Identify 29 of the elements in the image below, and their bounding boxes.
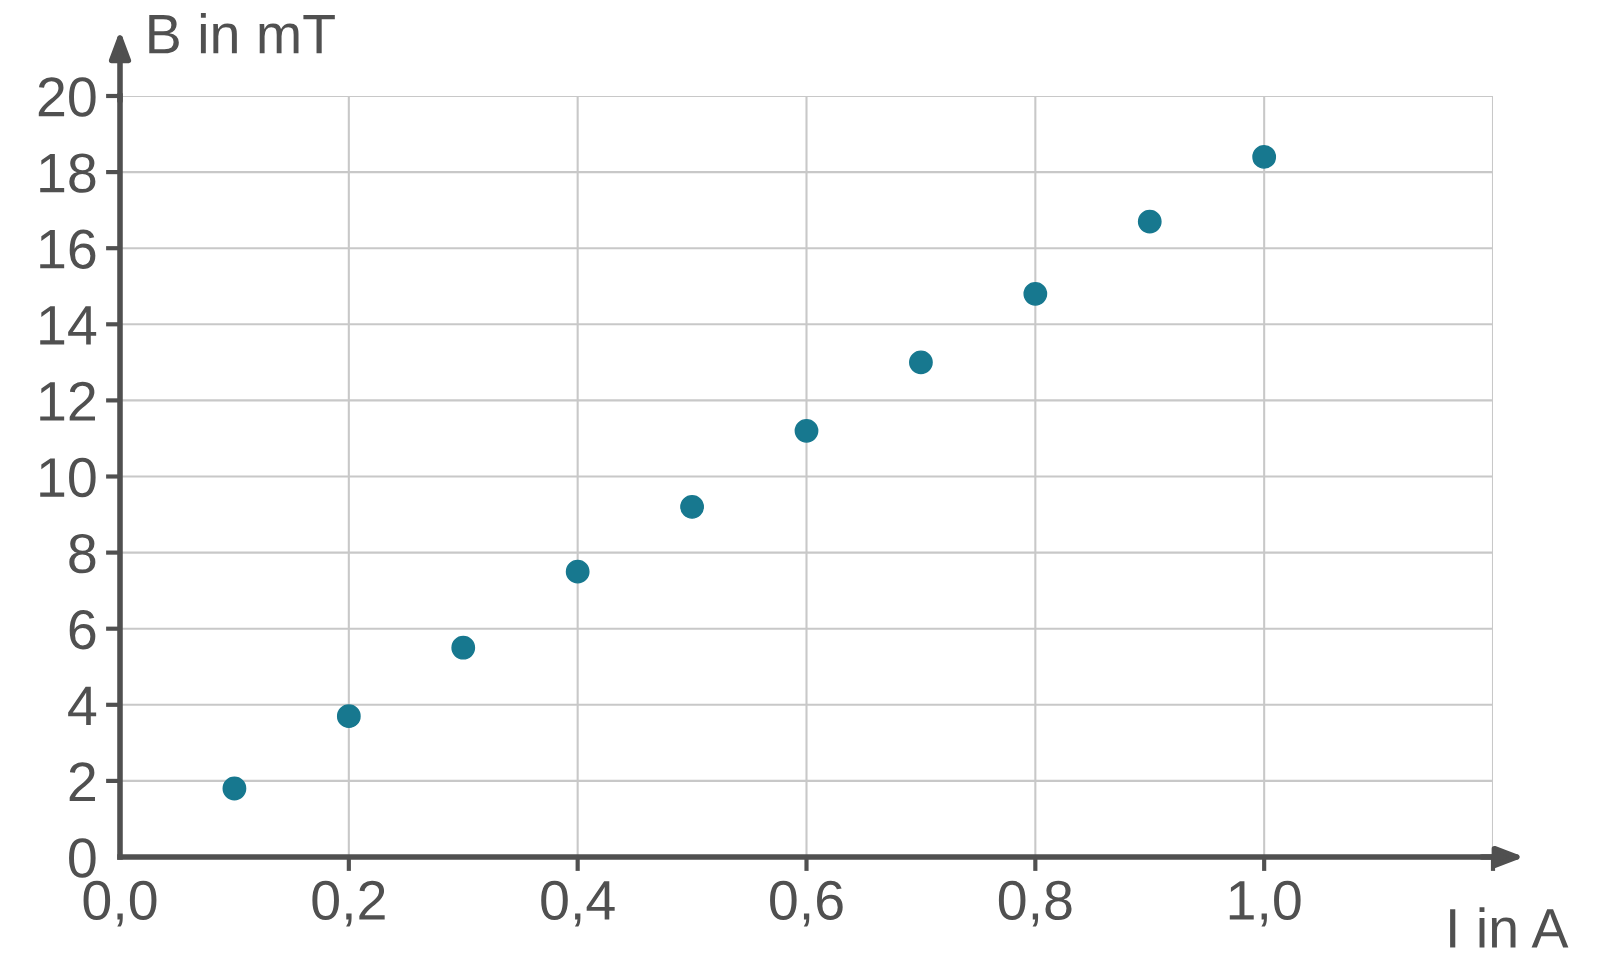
point bbox=[909, 350, 933, 375]
point bbox=[336, 704, 361, 729]
point bbox=[451, 635, 476, 660]
y-tick-label: 20 bbox=[38, 77, 96, 117]
y-axis-title: B in mT bbox=[149, 13, 335, 54]
point bbox=[565, 559, 590, 584]
x-tick-label: 0,0 bbox=[83, 880, 157, 927]
x-tick-label: 0,6 bbox=[770, 880, 843, 927]
point bbox=[680, 495, 704, 519]
x-axis-title: I in A bbox=[1450, 907, 1569, 948]
point bbox=[1252, 144, 1277, 169]
y-tick-label: 18 bbox=[40, 153, 96, 193]
y-tick-label: 4 bbox=[68, 686, 97, 725]
point bbox=[222, 776, 247, 801]
x-tick-label: 0,8 bbox=[998, 880, 1072, 927]
point bbox=[1137, 209, 1162, 234]
y-tick-label: 16 bbox=[40, 229, 96, 269]
y-tick-label: 8 bbox=[69, 533, 96, 574]
x-tick-label: 0,2 bbox=[312, 880, 385, 927]
x-tick-label: 0,4 bbox=[541, 880, 615, 927]
y-tick-label: 0 bbox=[69, 838, 96, 878]
point bbox=[1023, 281, 1048, 306]
y-tick-label: 12 bbox=[40, 381, 95, 421]
x-tick-label: 1,0 bbox=[1229, 880, 1301, 927]
y-tick-label: 14 bbox=[40, 306, 97, 345]
y-tick-label: 2 bbox=[69, 762, 95, 802]
point bbox=[794, 418, 819, 443]
y-tick-label: 10 bbox=[40, 457, 96, 498]
y-tick-label: 6 bbox=[69, 610, 96, 650]
